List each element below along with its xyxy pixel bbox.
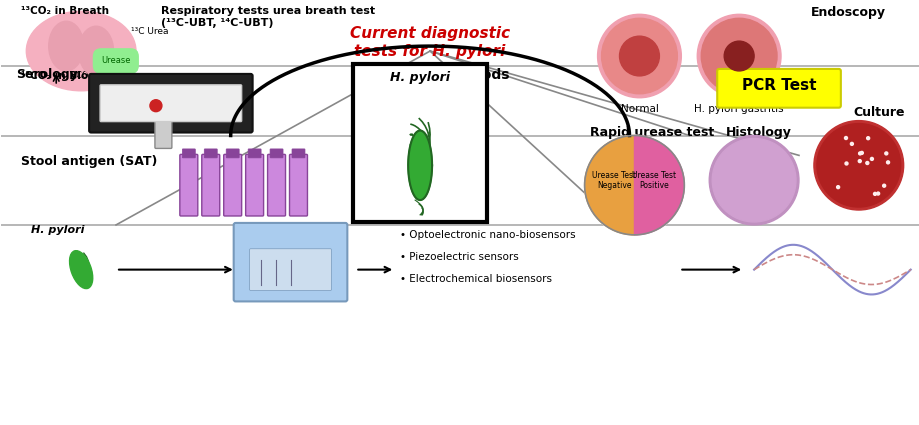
FancyBboxPatch shape [223,154,242,216]
Circle shape [813,121,902,210]
Text: • Electrochemical biosensors: • Electrochemical biosensors [400,274,551,283]
Circle shape [723,41,754,71]
Circle shape [601,18,676,94]
Polygon shape [634,136,684,235]
FancyBboxPatch shape [248,149,261,158]
Circle shape [597,14,681,98]
Text: CO₂ + NH₃: CO₂ + NH₃ [76,71,119,80]
Text: Respiratory tests urea breath test
(¹³C-UBT, ¹⁴C-UBT): Respiratory tests urea breath test (¹³C-… [161,6,375,28]
FancyBboxPatch shape [270,149,283,158]
Circle shape [618,36,659,76]
Text: • Optoelectronic nano-biosensors: • Optoelectronic nano-biosensors [400,230,575,240]
Circle shape [857,160,860,163]
FancyBboxPatch shape [179,154,198,216]
Ellipse shape [70,251,93,289]
FancyBboxPatch shape [267,154,285,216]
Text: Urease Test
Positive: Urease Test Positive [631,170,675,190]
Text: Current diagnostic
tests for H. pylori: Current diagnostic tests for H. pylori [349,26,510,59]
Text: Normal: Normal [619,104,658,114]
Text: Culture: Culture [852,106,903,119]
FancyBboxPatch shape [201,154,220,216]
Ellipse shape [78,26,113,76]
FancyBboxPatch shape [353,64,486,222]
FancyBboxPatch shape [291,149,304,158]
Text: Serology: Serology [17,68,78,81]
Text: Rapid urease test: Rapid urease test [589,125,713,139]
Circle shape [881,184,885,187]
Text: ¹³C Urea: ¹³C Urea [130,27,168,36]
Circle shape [857,152,861,155]
Circle shape [816,124,900,207]
Text: ¹³CO₂ in Breath: ¹³CO₂ in Breath [21,6,109,16]
Text: ¹³CO₂ in Blood: ¹³CO₂ in Blood [21,71,103,81]
Circle shape [869,157,872,160]
Circle shape [711,139,795,222]
FancyBboxPatch shape [226,149,239,158]
Circle shape [865,162,868,164]
Text: Urease Test
Negative: Urease Test Negative [592,170,636,190]
Circle shape [700,18,777,94]
Text: Endoscopy: Endoscopy [811,6,885,20]
Text: PCR Test: PCR Test [741,78,815,94]
Text: Biosensors methods: Biosensors methods [350,68,509,82]
FancyBboxPatch shape [182,149,195,158]
Ellipse shape [49,21,84,71]
Circle shape [859,151,862,154]
Circle shape [876,192,879,195]
Text: H. pylori: H. pylori [31,225,85,235]
Circle shape [709,136,798,225]
Circle shape [835,186,839,189]
Polygon shape [408,130,432,200]
Circle shape [844,136,846,139]
FancyBboxPatch shape [249,249,331,290]
Circle shape [697,14,780,98]
Text: Histology: Histology [725,125,791,139]
FancyBboxPatch shape [289,154,307,216]
FancyBboxPatch shape [154,97,172,148]
Text: • Piezoelectric sensors: • Piezoelectric sensors [400,252,518,262]
Circle shape [150,100,162,112]
Circle shape [849,142,853,145]
FancyBboxPatch shape [717,69,840,108]
Polygon shape [584,136,634,235]
Text: H. pylori: H. pylori [390,71,449,84]
FancyBboxPatch shape [233,223,347,301]
Circle shape [872,193,876,196]
Ellipse shape [27,11,136,91]
Circle shape [844,162,847,165]
FancyBboxPatch shape [245,154,264,216]
Circle shape [886,161,889,164]
Text: Stool antigen (SAT): Stool antigen (SAT) [21,156,157,168]
FancyBboxPatch shape [89,74,253,133]
FancyBboxPatch shape [204,149,217,158]
Circle shape [584,136,684,235]
Text: H. pylori gastritis: H. pylori gastritis [694,104,783,114]
Text: Urease: Urease [101,57,130,65]
FancyBboxPatch shape [100,85,242,122]
Circle shape [866,137,868,140]
Circle shape [884,152,887,155]
